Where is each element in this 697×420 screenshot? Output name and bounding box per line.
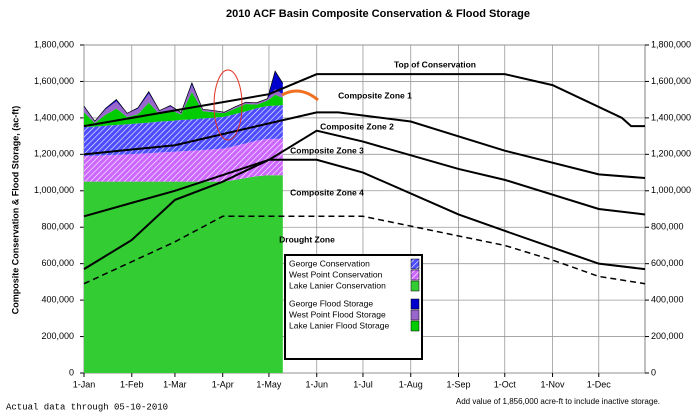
y-axis-label: Composite Conservation & Flood Storage, … — [10, 106, 20, 315]
y-tick-label: 400,000 — [41, 294, 74, 304]
guide-curve — [83, 129, 646, 218]
legend-label: Lake Lanier Flood Storage — [289, 320, 389, 330]
x-tick-label: 1-Dec — [587, 379, 612, 389]
y-tick-label: 800,000 — [651, 222, 684, 232]
chart-title: 2010 ACF Basin Composite Conservation & … — [226, 8, 530, 20]
x-tick-label: 1-Jan — [73, 379, 96, 389]
y-tick-label: 400,000 — [651, 294, 684, 304]
y-tick-label: 1,800,000 — [34, 39, 74, 49]
legend-swatch — [410, 258, 420, 270]
x-tick-label: 1-Jun — [305, 379, 328, 389]
y-tick-label: 600,000 — [651, 258, 684, 268]
guide-curve — [83, 73, 645, 128]
x-tick-label: 1-Oct — [494, 379, 517, 389]
annotation: Composite Zone 1 — [338, 90, 412, 100]
annotation: Composite Zone 2 — [320, 121, 394, 131]
y-tick-label: 1,000,000 — [34, 185, 74, 195]
x-tick-label: 1-Mar — [163, 379, 187, 389]
legend-swatch — [410, 320, 420, 332]
x-tick-label: 1-Aug — [399, 379, 423, 389]
y-tick-label: 1,800,000 — [651, 39, 691, 49]
y-tick-label: 1,200,000 — [34, 149, 74, 159]
area-outline — [83, 70, 284, 122]
guide-curve — [83, 158, 646, 271]
area — [84, 105, 283, 157]
guide-curve — [83, 215, 646, 285]
y-tick-label: 1,600,000 — [34, 76, 74, 86]
legend-swatch — [410, 298, 420, 310]
legend-swatch — [410, 280, 420, 292]
x-tick-label: 1-Sep — [446, 379, 470, 389]
y-tick-label: 600,000 — [41, 258, 74, 268]
footnote: Actual data through 05-10-2010 — [6, 402, 168, 412]
annotation: Composite Zone 4 — [290, 187, 364, 197]
y-tick-label: 200,000 — [41, 331, 74, 341]
x-tick-label: 1-Feb — [120, 379, 144, 389]
legend-swatch — [410, 269, 420, 281]
legend-label: West Point Flood Storage — [289, 309, 386, 319]
x-tick-label: 1-Jul — [353, 379, 373, 389]
y-tick-label: 1,200,000 — [651, 149, 691, 159]
y-tick-label: 1,400,000 — [34, 112, 74, 122]
area — [84, 175, 283, 373]
x-tick-label: 1-Apr — [212, 379, 234, 389]
footnote: Add value of 1,856,000 acre-ft to includ… — [456, 397, 660, 406]
area — [84, 84, 283, 123]
x-tick-label: 1-Nov — [541, 379, 566, 389]
y-tick-label: 0 — [651, 367, 656, 377]
legend — [284, 254, 423, 360]
legend-label: West Point Conservation — [289, 269, 383, 279]
annotation: Drought Zone — [279, 234, 335, 244]
annotation: Top of Conservation — [394, 59, 476, 69]
y-tick-label: 1,600,000 — [651, 76, 691, 86]
hand-stroke — [281, 89, 319, 102]
y-tick-label: 800,000 — [41, 222, 74, 232]
x-tick-label: 1-May — [256, 379, 282, 389]
annotation: Composite Zone 3 — [290, 145, 364, 155]
legend-label: Lake Lanier Conservation — [289, 280, 386, 290]
y-tick-label: 200,000 — [651, 331, 684, 341]
y-tick-label: 1,000,000 — [651, 185, 691, 195]
y-tick-label: 1,400,000 — [651, 112, 691, 122]
legend-swatch — [410, 309, 420, 321]
legend-label: George Flood Storage — [289, 298, 373, 308]
y-tick-label: 0 — [69, 367, 74, 377]
guide-curve — [83, 111, 646, 180]
hand-circle — [213, 69, 243, 141]
legend-label: George Conservation — [289, 258, 370, 268]
